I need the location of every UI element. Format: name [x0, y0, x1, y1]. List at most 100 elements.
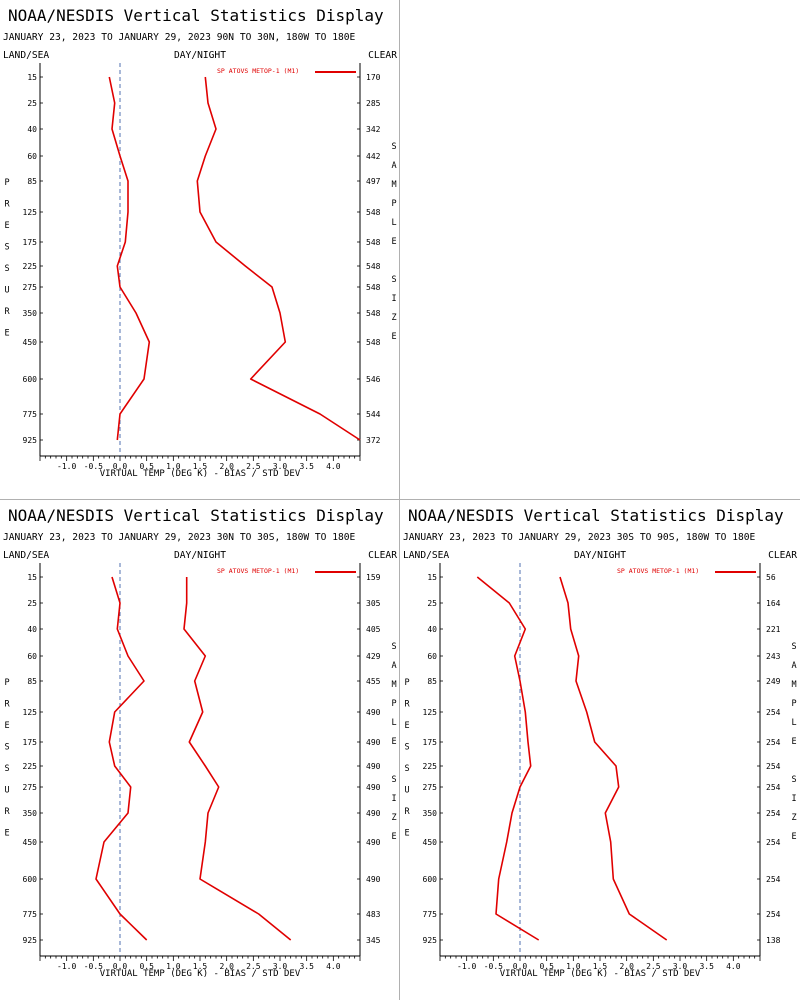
x-tick-label: 0.0 — [113, 962, 128, 971]
pressure-level-label: 600 — [423, 875, 438, 884]
sample-size-label: 483 — [366, 910, 381, 919]
chart-subtitle: JANUARY 23, 2023 TO JANUARY 29, 2023 30S… — [403, 532, 756, 543]
y-axis-label-letter: R — [404, 807, 410, 817]
header-clear: CLEAR — [768, 550, 797, 561]
y2-axis-label-letter: E — [391, 832, 396, 842]
y-axis-label-letter: E — [404, 721, 409, 731]
pressure-level-label: 350 — [423, 809, 438, 818]
pressure-level-label: 775 — [23, 410, 38, 419]
y-axis-label-letter: E — [4, 721, 9, 731]
header-clear: CLEAR — [368, 50, 397, 61]
sample-size-label: 429 — [366, 652, 381, 661]
pressure-level-label: 125 — [23, 708, 38, 717]
y2-axis-label: SAMPLE SIZE — [300, 398, 307, 401]
y-axis-label-letter: R — [4, 307, 10, 317]
y2-axis-label-letter: A — [391, 161, 396, 171]
separator-vertical-bottom — [399, 500, 400, 1000]
x-tick-label: 4.0 — [726, 962, 741, 971]
pressure-level-label: 600 — [23, 375, 38, 384]
y2-axis-label-letter: Z — [391, 313, 396, 323]
pressure-level-label: 175 — [23, 238, 38, 247]
sample-size-label: 544 — [366, 410, 381, 419]
y-axis-label-letter: S — [4, 243, 9, 253]
sample-size-label: 548 — [366, 262, 381, 271]
chart-title: NOAA/NESDIS Vertical Statistics Display — [408, 506, 784, 525]
x-tick-label: 2.0 — [619, 962, 634, 971]
pressure-level-label: 450 — [23, 338, 38, 347]
y2-axis-label-letter: E — [391, 332, 396, 342]
pressure-level-label: 25 — [427, 599, 437, 608]
y-axis-label-letter: P — [4, 678, 9, 688]
x-tick-label: -1.0 — [57, 462, 76, 471]
x-tick-label: -0.5 — [484, 962, 503, 971]
pressure-level-label: 85 — [427, 677, 437, 686]
x-tick-label: 2.0 — [219, 962, 234, 971]
pressure-level-label: 925 — [423, 936, 438, 945]
sample-size-label: 305 — [366, 599, 381, 608]
y2-axis-label-letter: A — [391, 661, 396, 671]
x-tick-label: 3.0 — [273, 462, 288, 471]
chart-subtitle: JANUARY 23, 2023 TO JANUARY 29, 2023 90N… — [3, 32, 356, 43]
y2-axis-label-letter: S — [391, 642, 396, 652]
header-land-sea: LAND/SEA — [403, 550, 449, 561]
pressure-level-label: 275 — [23, 283, 38, 292]
sample-size-label: 548 — [366, 309, 381, 318]
y-axis-label-letter: E — [404, 829, 409, 839]
separator-horizontal — [0, 499, 800, 500]
legend-label: SP ATOVS METOP-1 (M1) — [617, 567, 699, 575]
sample-size-label: 372 — [366, 436, 381, 445]
y-axis-label-letter: E — [4, 221, 9, 231]
sample-size-label: 254 — [766, 809, 781, 818]
x-tick-label: 1.0 — [566, 962, 581, 971]
pressure-level-label: 350 — [23, 809, 38, 818]
pressure-level-label: 450 — [23, 838, 38, 847]
pressure-level-label: 275 — [23, 783, 38, 792]
y2-axis-label-letter: S — [391, 275, 396, 285]
y-axis-label-letter: S — [404, 743, 409, 753]
pressure-level-label: 175 — [423, 738, 438, 747]
y2-axis-label-letter: E — [791, 832, 796, 842]
sample-size-label: 497 — [366, 177, 381, 186]
y2-axis-label-letter: L — [391, 718, 396, 728]
y2-axis-label-letter: P — [791, 699, 796, 709]
y-axis-label-letter: U — [4, 286, 9, 296]
x-tick-label: 0.0 — [513, 962, 528, 971]
sample-size-label: 56 — [766, 573, 776, 582]
y-axis-label: PRESSURE — [300, 399, 305, 401]
pressure-level-label: 85 — [27, 177, 37, 186]
y2-axis-label-letter: M — [791, 680, 796, 690]
pressure-level-label: 125 — [23, 208, 38, 217]
chart-panel-2: NOAA/NESDIS Vertical Statistics Display J… — [3, 506, 397, 979]
x-tick-label: 2.5 — [646, 962, 661, 971]
x-tick-label: -0.5 — [84, 462, 103, 471]
sample-size-label: 170 — [366, 73, 381, 82]
sample-size-label: 490 — [366, 762, 381, 771]
pressure-level-label: 775 — [23, 910, 38, 919]
sample-size-label: 490 — [366, 838, 381, 847]
y2-axis-label-letter: A — [791, 661, 796, 671]
std-dev-series-line — [183, 577, 292, 941]
x-tick-label: 0.5 — [139, 462, 154, 471]
header-day-night: DAY/NIGHT — [174, 50, 226, 61]
x-tick-label: 1.5 — [593, 962, 608, 971]
x-tick-label: 1.0 — [166, 462, 181, 471]
y2-axis-label-letter: I — [791, 794, 796, 804]
y2-axis-label-letter: I — [391, 794, 396, 804]
legend-label: SP ATOVS METOP-1 (M1) — [217, 567, 299, 575]
y2-axis-label-letter: E — [391, 237, 396, 247]
y2-axis-label-letter: M — [391, 180, 396, 190]
header-land-sea: LAND/SEA — [3, 50, 49, 61]
y-axis-label-letter: E — [4, 829, 9, 839]
sample-size-label: 548 — [366, 238, 381, 247]
sample-size-label: 285 — [366, 99, 381, 108]
y-axis-label-letter: P — [404, 678, 409, 688]
pressure-level-label: 25 — [27, 99, 37, 108]
x-tick-label: 3.5 — [699, 962, 714, 971]
y-axis-label-letter: S — [404, 764, 409, 774]
separator-vertical-top — [399, 0, 400, 500]
pressure-level-label: 450 — [423, 838, 438, 847]
sample-size-label: 548 — [366, 283, 381, 292]
pressure-level-label: 175 — [23, 738, 38, 747]
pressure-level-label: 60 — [27, 152, 37, 161]
